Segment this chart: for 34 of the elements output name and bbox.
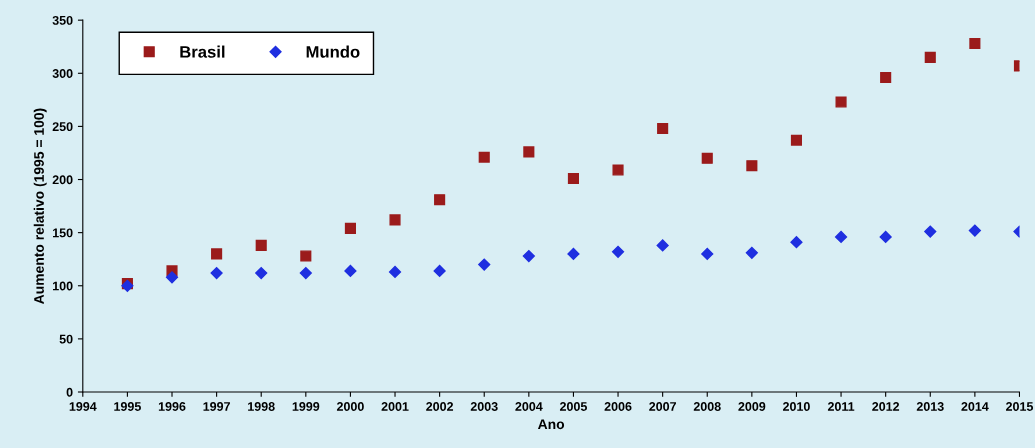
x-tick-label: 2003 bbox=[470, 402, 498, 411]
y-tick-label: 50 bbox=[59, 334, 73, 344]
y-tick-label: 350 bbox=[52, 15, 73, 25]
y-tick-label: 300 bbox=[52, 69, 73, 78]
x-tick-label: 2006 bbox=[604, 402, 632, 411]
x-tick-label: 2007 bbox=[649, 402, 676, 411]
x-tick-label: 1999 bbox=[292, 402, 320, 411]
x-tick-label: 2004 bbox=[515, 402, 543, 411]
x-tick-label: 2005 bbox=[559, 402, 587, 411]
y-tick-label: 100 bbox=[53, 281, 73, 291]
y-tick-label: 0 bbox=[66, 387, 73, 397]
x-tick-label: 2014 bbox=[961, 402, 989, 411]
x-axis-title: Ano bbox=[537, 419, 565, 430]
x-tick-label: 2002 bbox=[426, 402, 454, 411]
x-tick-label: 2012 bbox=[872, 402, 900, 411]
x-tick-label: 2009 bbox=[738, 402, 766, 411]
legend-label: Mundo bbox=[306, 45, 360, 58]
legend-label: Brasil bbox=[180, 45, 225, 58]
x-tick-label: 1994 bbox=[69, 402, 97, 411]
x-tick-label: 1996 bbox=[158, 402, 186, 411]
y-axis-title: Aumento relativo (1995 = 100) bbox=[33, 108, 47, 304]
y-tick-label: 250 bbox=[52, 122, 73, 132]
x-tick-label: 2000 bbox=[336, 402, 364, 411]
x-tick-label: 2011 bbox=[827, 402, 855, 411]
y-tick-label: 150 bbox=[53, 228, 73, 238]
y-tick-label: 200 bbox=[52, 175, 73, 185]
x-tick-label: 1998 bbox=[248, 402, 275, 411]
x-tick-label: 1995 bbox=[114, 402, 141, 411]
x-tick-label: 2013 bbox=[916, 402, 944, 411]
x-tick-label: 2015 bbox=[1006, 402, 1034, 411]
x-tick-label: 1997 bbox=[203, 402, 230, 411]
x-tick-label: 2008 bbox=[693, 402, 721, 411]
x-tick-label: 2010 bbox=[782, 402, 810, 411]
x-tick-label: 2001 bbox=[381, 402, 409, 411]
